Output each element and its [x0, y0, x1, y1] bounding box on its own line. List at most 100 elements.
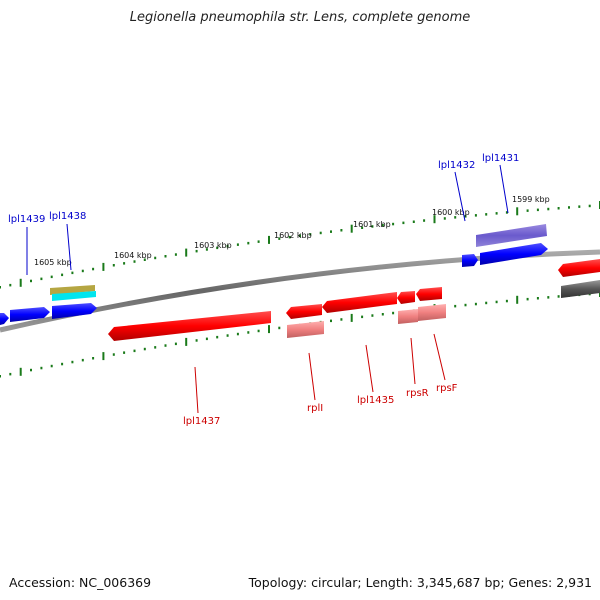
ruler-minor-tick: [0, 375, 1, 378]
ruler-minor-tick: [143, 258, 146, 261]
ruler-minor-tick: [154, 256, 157, 260]
ruler-minor-tick: [9, 283, 12, 287]
ruler-minor-tick: [454, 304, 457, 308]
label-lpl1432: lpl1432: [438, 160, 475, 171]
ruler-minor-tick: [299, 234, 301, 237]
ruler-minor-tick: [371, 314, 374, 317]
ruler-minor-tick: [0, 286, 1, 289]
ruler-minor-tick: [9, 372, 12, 376]
ruler-minor-tick: [61, 362, 64, 366]
accession-text: Accession: NC_006369: [9, 575, 152, 590]
ruler-minor-tick: [485, 301, 488, 305]
ruler-minor-tick: [205, 248, 208, 251]
gene-right-grey[interactable]: [561, 280, 600, 298]
ruler-minor-tick: [526, 297, 529, 301]
label-rplI: rplI: [307, 403, 323, 414]
map-title: Legionella pneumophila str. Lens, comple…: [129, 10, 471, 25]
leader-rpsR: [410, 337, 416, 385]
ruler-minor-tick: [226, 334, 229, 337]
ruler-minor-tick: [257, 329, 260, 333]
ruler-minor-tick: [195, 249, 198, 253]
ruler-label-1599: 1599 kbp: [512, 195, 550, 204]
ruler-minor-tick: [226, 245, 229, 248]
leader-lpl1431: [499, 164, 509, 214]
leader-lpl1437: [194, 366, 199, 414]
ruler-major-tick: [268, 235, 270, 244]
ruler-major-tick: [102, 352, 105, 361]
gene-rpsR[interactable]: [397, 291, 415, 304]
ruler-minor-tick: [340, 318, 343, 321]
ruler-minor-tick: [288, 235, 291, 239]
ruler-minor-tick: [588, 204, 591, 208]
ruler-minor-tick: [578, 205, 581, 208]
ruler-minor-tick: [474, 214, 477, 217]
ruler-minor-tick: [40, 366, 43, 370]
ruler-minor-tick: [454, 216, 457, 219]
ruler-minor-tick: [412, 220, 415, 223]
ruler-minor-tick: [392, 222, 395, 226]
ruler-minor-tick: [526, 209, 529, 212]
ruler-minor-tick: [340, 229, 343, 232]
gene-right-red[interactable]: [558, 259, 600, 277]
label-rpsF: rpsF: [436, 383, 458, 394]
ruler-major-tick: [350, 313, 353, 322]
ruler-minor-tick: [557, 207, 560, 210]
gene-rplI-pseudo[interactable]: [287, 321, 324, 338]
leader-lpl1438: [66, 223, 72, 271]
ruler-major-tick: [350, 224, 353, 233]
label-lpl1438: lpl1438: [49, 211, 86, 222]
leader-lpl1432: [454, 171, 466, 222]
gene-lpl1431[interactable]: [480, 243, 548, 265]
gene-purple[interactable]: [476, 224, 547, 247]
gene-rpsF-pseudo[interactable]: [418, 304, 446, 321]
ruler-minor-tick: [50, 275, 53, 279]
ruler-label-1600: 1600 kbp: [432, 208, 470, 217]
ruler-major-tick: [19, 278, 22, 287]
ruler-minor-tick: [247, 241, 250, 245]
ruler-minor-tick: [371, 225, 374, 228]
ruler-minor-tick: [71, 271, 74, 275]
gene-lpl1437[interactable]: [108, 311, 271, 341]
ruler-minor-tick: [71, 360, 74, 364]
gene-olive[interactable]: [50, 285, 95, 295]
gene-rpsR-pseudo[interactable]: [398, 309, 418, 324]
ruler-major-tick: [185, 248, 188, 257]
ruler-minor-tick: [174, 342, 177, 346]
ruler-label-1601: 1601 kbp: [353, 220, 391, 229]
ruler-minor-tick: [505, 299, 508, 303]
gene-lpl1438[interactable]: [52, 303, 97, 319]
label-lpl1431: lpl1431: [482, 153, 519, 164]
ruler-minor-tick: [30, 279, 32, 283]
ruler-minor-tick: [474, 302, 477, 306]
ruler-minor-tick: [568, 206, 570, 209]
gene-left-edge[interactable]: [0, 313, 9, 325]
ruler-major-tick: [516, 295, 519, 304]
ruler-minor-tick: [92, 267, 95, 271]
ruler-minor-tick: [92, 357, 95, 360]
leader-rplI: [308, 352, 316, 401]
gene-lpl1435[interactable]: [322, 292, 397, 313]
ruler-minor-tick: [402, 221, 405, 225]
ruler-minor-tick: [143, 347, 146, 351]
ruler-minor-tick: [164, 255, 167, 258]
ruler-minor-tick: [330, 230, 332, 233]
gene-lpl1439[interactable]: [10, 307, 50, 322]
ruler-minor-tick: [216, 246, 219, 250]
label-lpl1437: lpl1437: [183, 416, 220, 427]
ruler-minor-tick: [557, 295, 560, 298]
label-lpl1439: lpl1439: [8, 214, 45, 225]
leader-lpl1435: [365, 344, 374, 393]
ruler-minor-tick: [112, 353, 115, 356]
leader-rpsF: [433, 333, 446, 381]
ruler-upper: [0, 201, 600, 289]
genome-summary-text: Topology: circular; Length: 3,345,687 bp…: [248, 575, 592, 590]
ruler-label-1603: 1603 kbp: [194, 241, 232, 250]
ruler-minor-tick: [81, 358, 84, 362]
ruler-minor-tick: [495, 300, 498, 304]
ruler-minor-tick: [536, 208, 539, 212]
gene-rpsF[interactable]: [416, 287, 442, 301]
gene-cyan[interactable]: [52, 291, 96, 301]
gene-lpl1432[interactable]: [462, 254, 478, 267]
gene-rplI[interactable]: [286, 304, 322, 319]
ruler-minor-tick: [205, 337, 208, 341]
